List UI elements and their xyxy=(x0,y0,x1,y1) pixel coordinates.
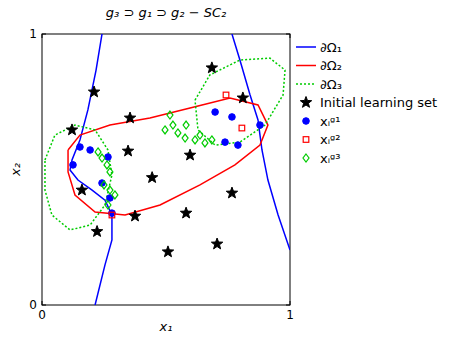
legend-marker xyxy=(303,118,310,125)
point xyxy=(87,147,94,154)
point xyxy=(197,131,203,139)
plot-data xyxy=(45,34,290,305)
point xyxy=(112,191,118,199)
point xyxy=(237,92,248,103)
point xyxy=(226,187,237,198)
x-tick xyxy=(42,34,43,38)
point xyxy=(209,136,215,144)
point xyxy=(182,134,188,142)
point xyxy=(104,161,110,169)
point xyxy=(162,126,168,134)
x-axis-label: x₁ xyxy=(159,319,173,334)
point xyxy=(175,129,181,137)
point xyxy=(229,114,236,121)
legend-line xyxy=(296,83,316,85)
point xyxy=(107,168,113,176)
point xyxy=(202,139,208,147)
point xyxy=(101,181,107,189)
point xyxy=(95,148,101,156)
y-tick-label: 0 xyxy=(29,298,37,312)
legend-label: Initial learning set xyxy=(320,95,437,110)
point xyxy=(162,246,173,257)
point xyxy=(257,122,264,129)
boundary-line xyxy=(70,34,290,305)
x-tick-label: 0 xyxy=(38,308,46,322)
boundary-line xyxy=(68,98,268,215)
y-tick xyxy=(286,305,290,306)
point xyxy=(211,238,222,249)
legend-line xyxy=(296,46,316,48)
point xyxy=(184,149,195,160)
point xyxy=(235,142,242,149)
legend-marker xyxy=(303,137,309,143)
y-tick xyxy=(42,34,46,35)
plot-frame xyxy=(42,34,290,305)
legend-marker xyxy=(300,97,311,108)
legend: ∂Ω₁ ∂Ω₂ ∂Ω₃ Initial learning set xᵢᵍ¹ xᵢᵍ² xᵢᵍ… xyxy=(296,40,437,166)
y-axis-label: x₂ xyxy=(8,163,23,177)
chart: g₃ ⊃ g₁ ⊃ g₂ − SC₂ 0 1 0 1 x₁ x₂ ∂Ω₁ ∂Ω₂ ∂Ω₃ Initi… xyxy=(0,0,457,340)
point xyxy=(105,154,112,161)
point xyxy=(206,62,217,73)
title: g₃ ⊃ g₁ ⊃ g₂ − SC₂ xyxy=(106,5,226,20)
point xyxy=(212,109,219,116)
point xyxy=(109,212,115,218)
point xyxy=(192,136,198,144)
point xyxy=(239,125,245,131)
x-tick xyxy=(290,34,291,38)
legend-marker xyxy=(303,154,309,162)
y-tick-label: 1 xyxy=(29,27,37,41)
point xyxy=(77,144,84,151)
y-tick xyxy=(42,305,46,306)
boundary-line xyxy=(45,58,285,230)
point xyxy=(183,121,189,129)
point xyxy=(91,226,102,237)
point xyxy=(88,86,99,97)
legend-label: xᵢᵍ¹ xyxy=(320,114,341,129)
point xyxy=(167,111,173,119)
legend-label: ∂Ω₁ xyxy=(320,40,342,55)
legend-label: xᵢᵍ³ xyxy=(320,151,341,166)
x-tick xyxy=(42,301,43,305)
point xyxy=(222,139,229,146)
point xyxy=(146,172,157,183)
x-tick xyxy=(290,301,291,305)
point xyxy=(170,121,176,129)
x-tick-label: 1 xyxy=(286,308,294,322)
point xyxy=(76,184,87,195)
point xyxy=(66,124,77,135)
point xyxy=(180,207,191,218)
point xyxy=(129,210,140,221)
point xyxy=(223,92,229,98)
y-tick xyxy=(286,34,290,35)
point xyxy=(99,154,105,162)
legend-label: xᵢᵍ² xyxy=(320,132,341,147)
legend-line xyxy=(296,65,316,67)
point xyxy=(124,112,135,123)
legend-label: ∂Ω₂ xyxy=(320,58,342,73)
point xyxy=(70,162,77,169)
point xyxy=(107,186,113,194)
point xyxy=(105,201,111,209)
point xyxy=(122,145,133,156)
legend-label: ∂Ω₃ xyxy=(320,77,342,92)
